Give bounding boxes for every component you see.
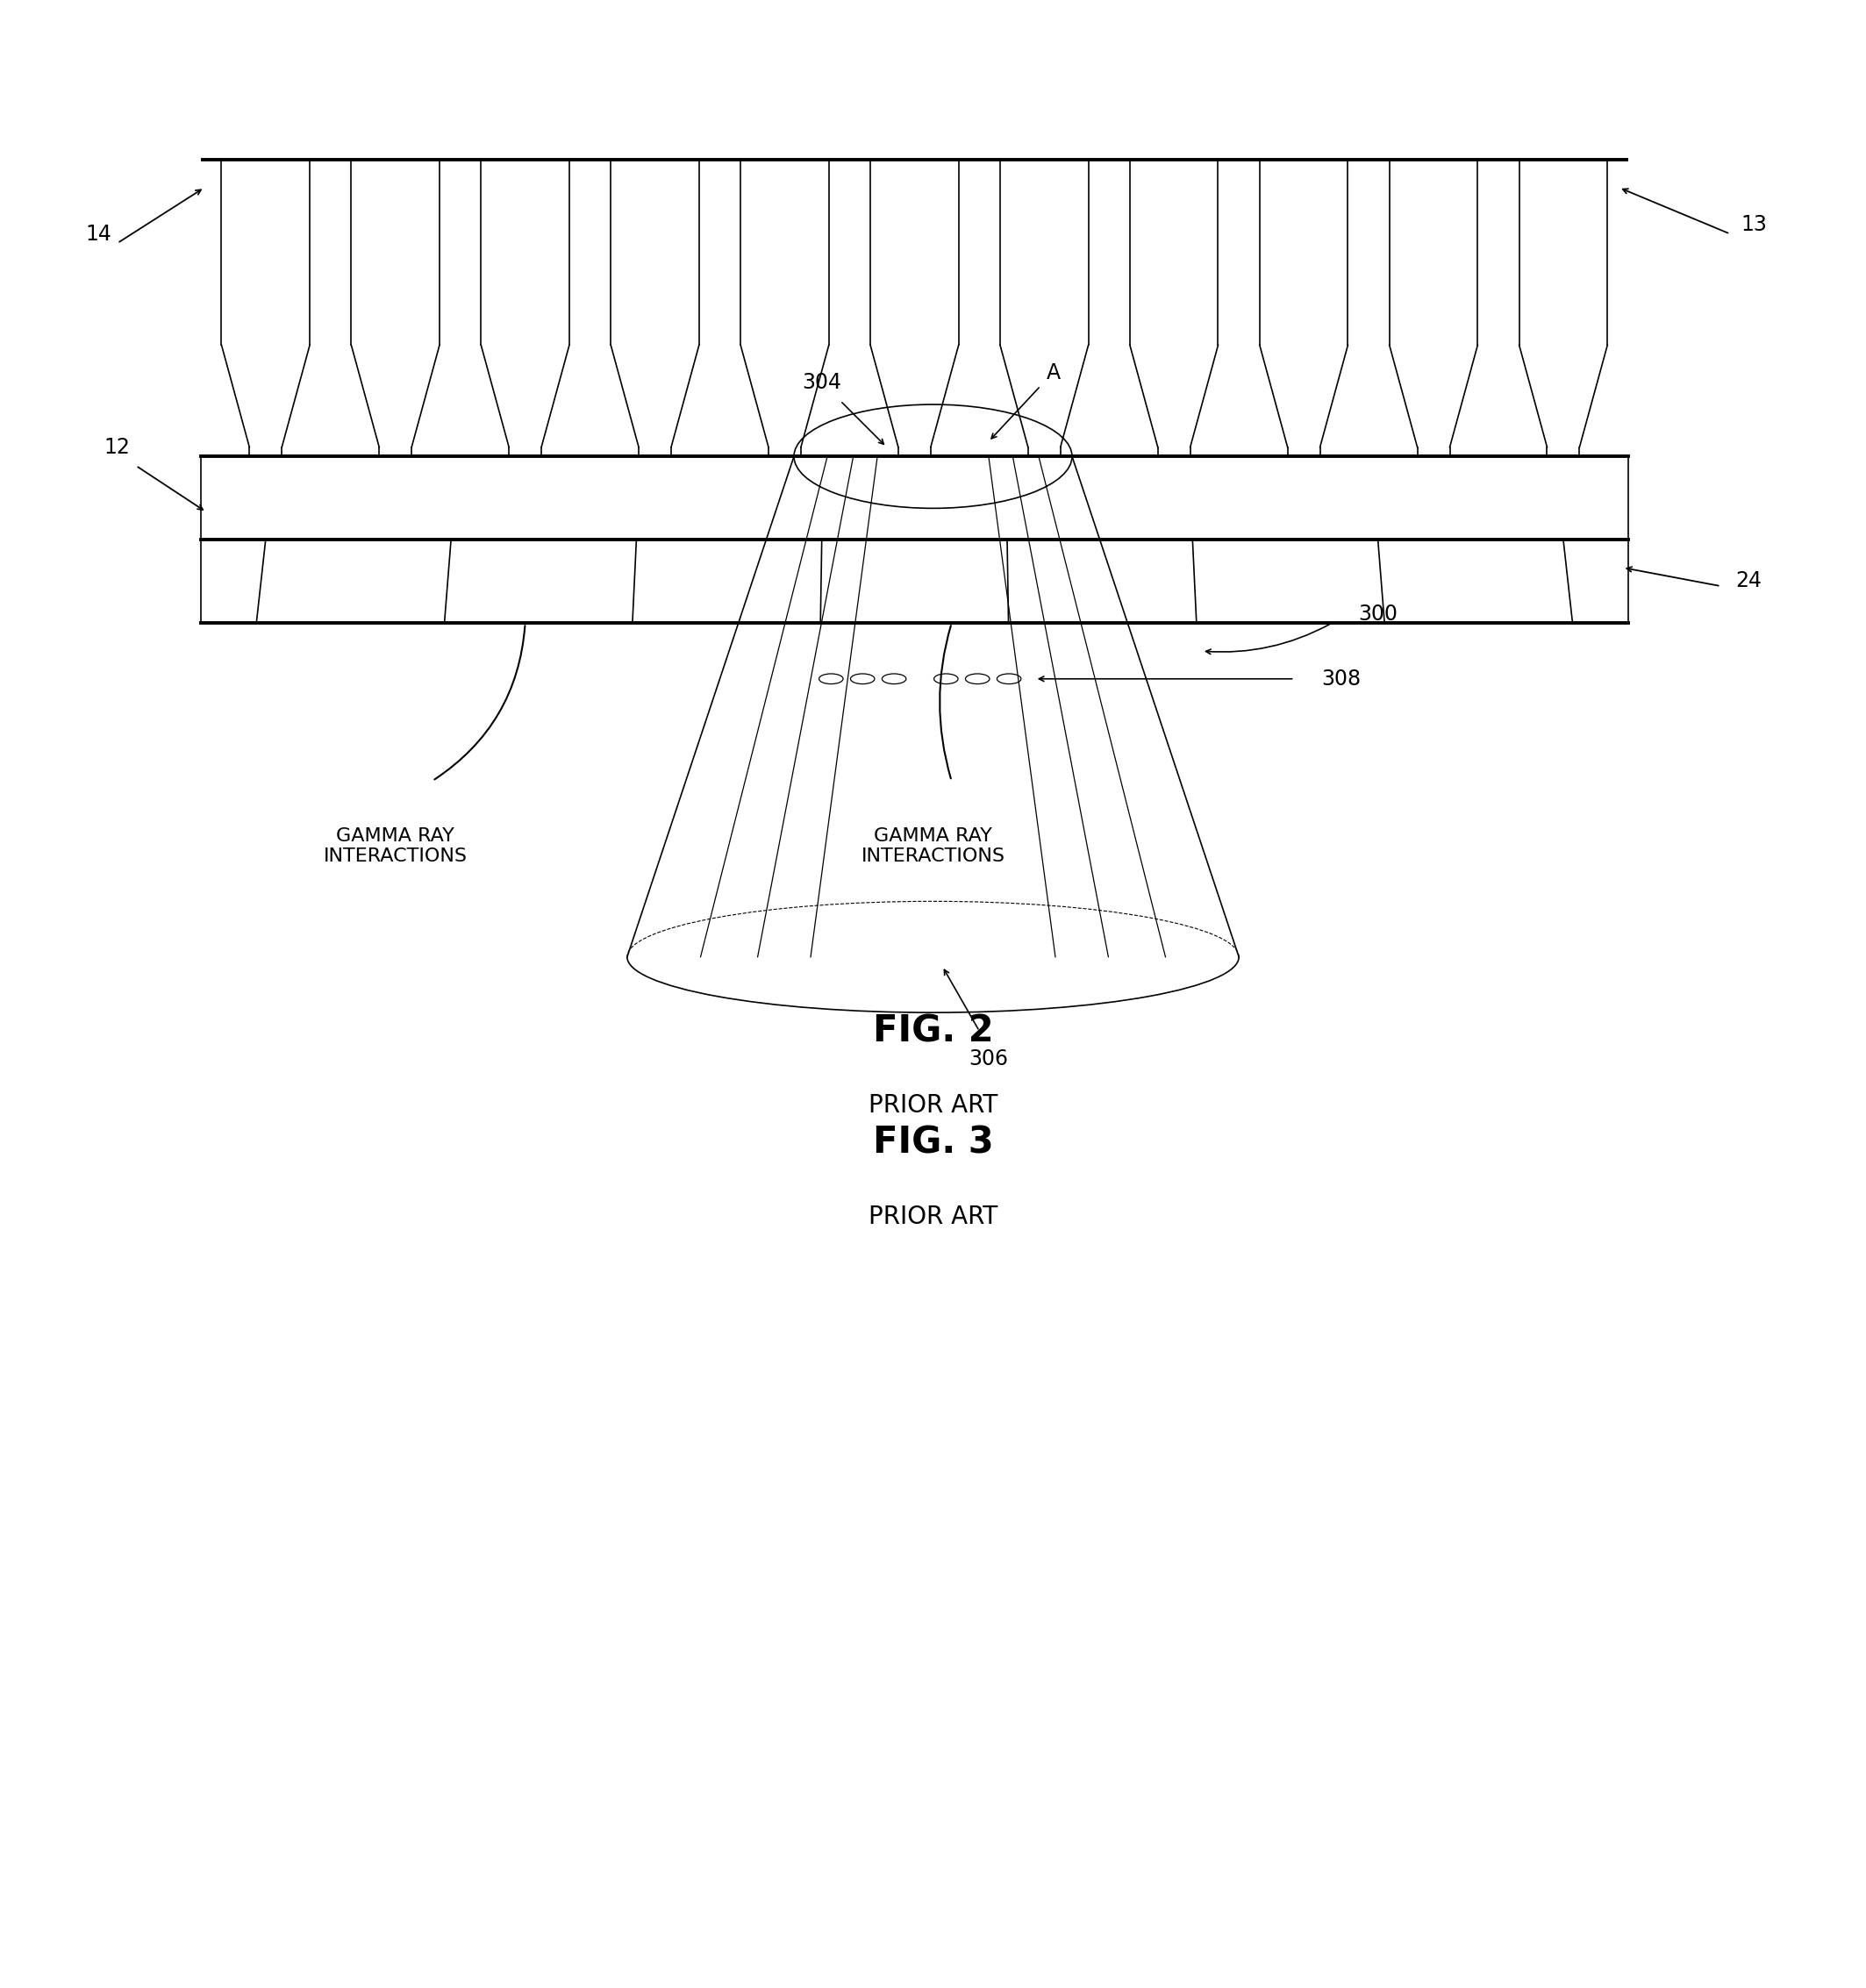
Text: 13: 13 [1741, 215, 1767, 235]
Text: GAMMA RAY
INTERACTIONS: GAMMA RAY INTERACTIONS [323, 827, 466, 865]
Text: 308: 308 [1321, 668, 1360, 690]
Text: GAMMA RAY
INTERACTIONS: GAMMA RAY INTERACTIONS [860, 827, 1006, 865]
Text: 300: 300 [1358, 604, 1398, 624]
Text: FIG. 2: FIG. 2 [873, 1012, 993, 1050]
Text: 306: 306 [968, 1048, 1008, 1070]
Text: PRIOR ART: PRIOR ART [868, 1093, 998, 1117]
Text: 24: 24 [1735, 571, 1762, 590]
Text: 304: 304 [802, 372, 842, 394]
Text: FIG. 3: FIG. 3 [873, 1123, 993, 1161]
Text: 14: 14 [86, 223, 112, 245]
Text: A: A [1047, 362, 1060, 384]
Text: PRIOR ART: PRIOR ART [868, 1205, 998, 1229]
Text: 12: 12 [104, 437, 131, 457]
